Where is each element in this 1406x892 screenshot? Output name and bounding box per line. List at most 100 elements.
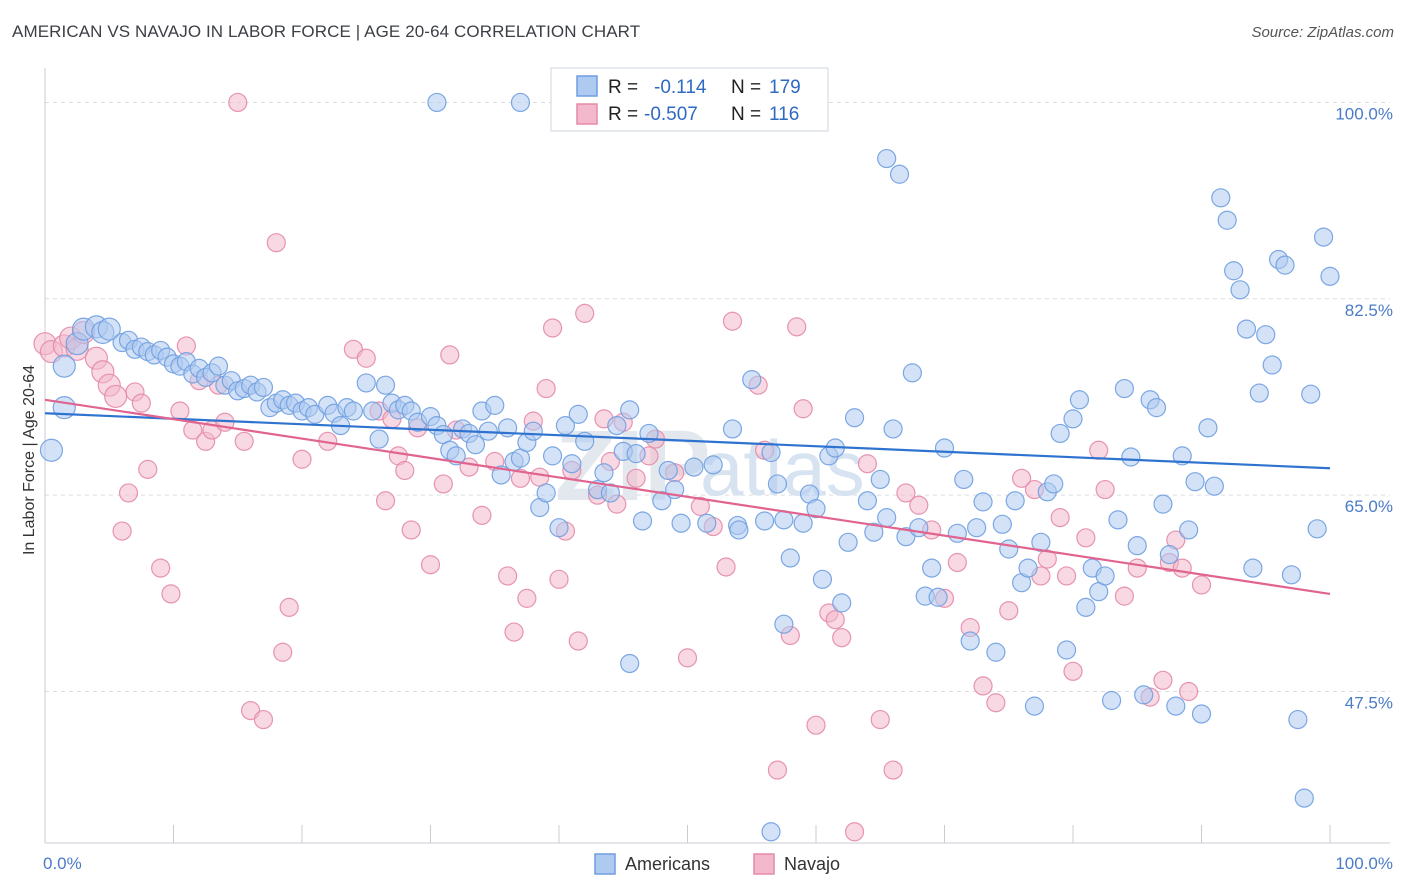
x-tick-label-max: 100.0% [1335,854,1393,873]
american-point [1056,640,1077,660]
american-point [934,438,955,458]
navajo-point [1063,661,1083,681]
navajo-point [677,648,698,668]
american-point [253,377,274,398]
american-point [973,492,993,512]
y-tick-label: 47.5% [1345,694,1393,713]
navajo-point [517,588,537,608]
navajo-point [498,566,518,586]
american-point [793,513,813,533]
navajo-point [510,468,531,488]
american-point [729,520,749,540]
series-legend: Americans Navajo [594,853,840,875]
american-point [999,539,1019,559]
legend-r-value-navajo: -0.507 [644,104,698,125]
series-legend-label-navajo: Navajo [784,854,840,874]
navajo-point [420,555,441,575]
american-point [922,558,942,578]
navajo-point [947,552,967,573]
american-point [523,421,543,441]
legend-n-value-americans: 179 [769,77,801,98]
navajo-point [273,642,293,662]
american-point [812,569,833,589]
american-point [1114,378,1135,399]
navajo-point [1011,468,1032,488]
navajo-point [1089,440,1109,460]
american-point [1134,685,1154,705]
american-point [652,491,672,511]
american-point [465,435,486,455]
american-point [844,408,865,428]
american-point [208,356,229,376]
american-point [562,454,582,474]
navajo-point [151,558,171,578]
american-point [1063,409,1083,429]
navajo-point [375,491,396,511]
chart-source: Source: ZipAtlas.com [1251,24,1394,41]
navajo-point [112,521,132,541]
american-point [536,483,556,503]
american-point [1301,384,1321,404]
american-point [1121,447,1141,467]
american-point [1320,266,1340,286]
chart-title: AMERICAN VS NAVAJO IN LABOR FORCE | AGE … [12,22,641,41]
american-point [1127,536,1147,556]
american-point [626,444,646,464]
american-point [1307,519,1327,539]
american-point [1191,704,1212,724]
legend-r-label-americans: R = [608,77,638,98]
navajo-point [542,318,563,338]
navajo-point [1191,575,1212,595]
navajo-point [292,449,312,469]
american-point [1313,227,1334,247]
american-point [568,404,588,424]
american-point [549,518,569,538]
american-point [954,469,974,490]
navajo-point [253,709,274,730]
trend-lines [44,398,1331,595]
american-point [1185,472,1205,492]
american-point [620,400,640,420]
american-point [1005,491,1025,511]
y-tick-labels: 47.5% 65.0% 82.5% 100.0% [1335,104,1393,712]
american-point [39,438,64,462]
american-point [1230,280,1250,300]
american-point [761,442,781,463]
navajo-point [1095,479,1115,500]
american-point [607,415,627,436]
navajo-point [1076,528,1096,548]
american-point [877,508,897,528]
navajo-point [1172,558,1192,578]
navajo-point [1179,681,1199,702]
american-point [52,354,76,378]
navajo-point [626,468,646,488]
american-point [369,429,389,449]
navajo-point [690,496,710,516]
navajo-point [793,399,813,419]
american-point [1018,558,1038,578]
american-point [754,511,775,531]
navajo-point [170,401,190,421]
navajo-point [104,384,128,409]
navajo-point [832,628,852,648]
american-point [767,474,788,494]
american-point [992,514,1012,534]
american-point [600,483,621,503]
american-point [832,593,852,613]
american-point [928,587,948,607]
navajo-point [266,233,286,253]
y-tick-label: 100.0% [1335,104,1393,123]
american-point [1179,520,1199,540]
american-point [806,499,826,519]
american-point [1095,566,1115,586]
american-point [883,419,903,439]
x-tick-labels: 0.0% 100.0% [43,854,1393,873]
american-point [870,469,890,490]
american-point [356,373,376,393]
navajo-point [536,378,556,399]
american-point [485,395,505,415]
navajo-point [1056,566,1077,586]
navajo-point [844,822,865,842]
american-point [620,653,640,674]
